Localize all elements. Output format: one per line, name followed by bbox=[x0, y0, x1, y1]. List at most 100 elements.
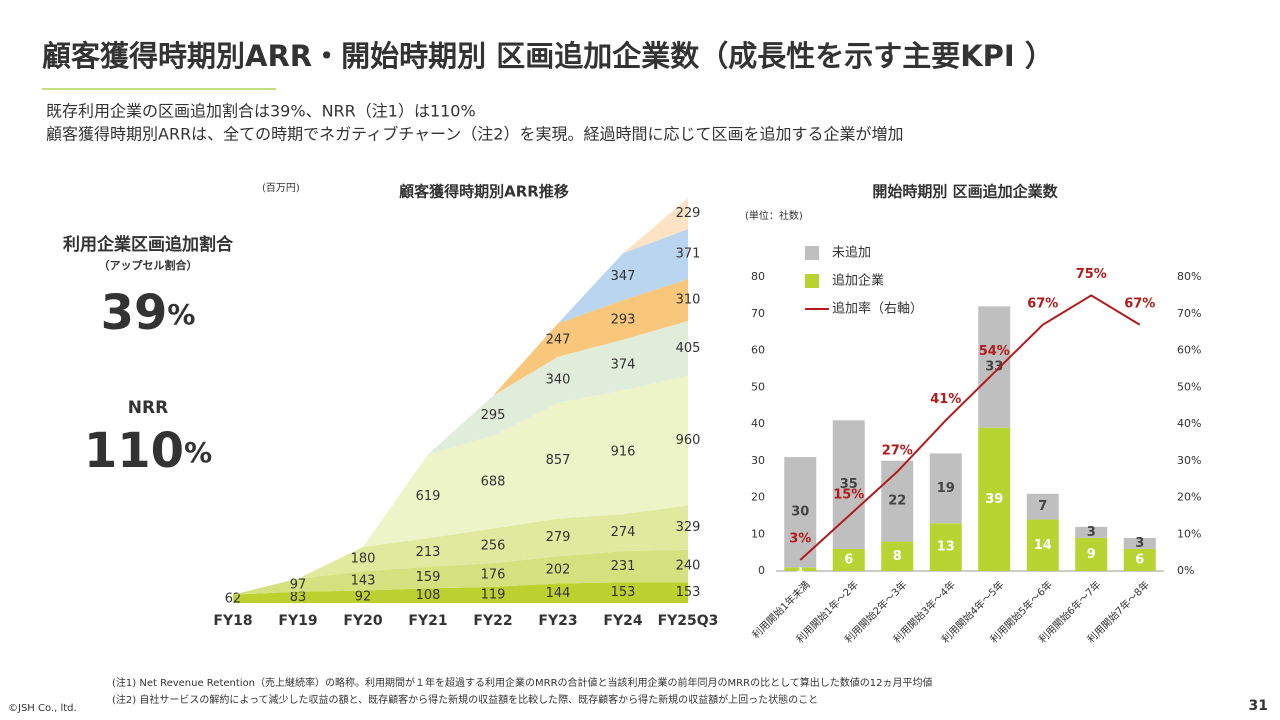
legend-label: 未追加 bbox=[832, 245, 871, 261]
x-tick-label: FY25Q3 bbox=[658, 613, 719, 629]
value-label: 153 bbox=[676, 585, 701, 600]
bar bbox=[978, 427, 1011, 571]
value-label: 229 bbox=[676, 206, 701, 221]
bar bbox=[1123, 548, 1156, 571]
y2-tick-label: 60% bbox=[1177, 344, 1201, 357]
bar-label: 30 bbox=[791, 505, 809, 520]
value-label: 374 bbox=[611, 358, 636, 373]
y-tick-label: 60 bbox=[751, 344, 765, 357]
bar-label: 39 bbox=[985, 492, 1003, 507]
y2-tick-label: 40% bbox=[1177, 417, 1201, 430]
bar bbox=[1075, 537, 1108, 571]
area bbox=[428, 320, 688, 455]
area bbox=[363, 375, 688, 547]
value-label: 857 bbox=[546, 453, 571, 468]
kpi-unit: % bbox=[184, 436, 212, 469]
line bbox=[799, 294, 1141, 561]
upsell-chart: 0 10 20 30 40 50 60 70 80 0% 10% 20% 30% 40% 50% 60% 70%… bbox=[749, 245, 1201, 646]
bar-label: 6 bbox=[1135, 552, 1144, 567]
value-label: 340 bbox=[546, 372, 571, 387]
chart-unit: (単位：社数) bbox=[745, 209, 803, 222]
area bbox=[558, 228, 688, 324]
y-tick-label: 0 bbox=[758, 564, 765, 577]
value-label: 688 bbox=[481, 475, 506, 490]
bar bbox=[832, 548, 865, 571]
legend-swatch bbox=[805, 246, 819, 260]
x-tick-label: FY24 bbox=[603, 613, 642, 629]
bar bbox=[1123, 537, 1156, 549]
bar-label: 9 bbox=[1087, 547, 1096, 562]
bar-label: 1 bbox=[796, 562, 805, 577]
line-label: 27% bbox=[882, 443, 913, 458]
value-label: 92 bbox=[355, 589, 372, 604]
bar-label: 14 bbox=[1034, 538, 1052, 553]
value-label: 293 bbox=[611, 312, 636, 327]
kpi-number: 110 bbox=[84, 423, 184, 479]
x-tick-label: FY19 bbox=[278, 613, 317, 629]
kpi-sublabel: （アップセル割合） bbox=[99, 258, 198, 272]
y-tick-label: 70 bbox=[751, 307, 765, 320]
copyright: ©JSH Co., ltd. bbox=[8, 703, 77, 714]
bar-label: 35 bbox=[840, 477, 858, 492]
kpi-label: NRR bbox=[128, 398, 168, 418]
value-label: 144 bbox=[546, 586, 571, 601]
slide-title: 顧客獲得時期別ARR・開始時期別 区画追加企業数（成長性を示す主要KPI ） bbox=[42, 39, 1054, 73]
chart-title: 顧客獲得時期別ARR推移 bbox=[399, 183, 569, 201]
y2-tick-label: 0% bbox=[1177, 564, 1194, 577]
value-label: 83 bbox=[290, 590, 307, 605]
value-label: 371 bbox=[676, 247, 701, 262]
value-label: 329 bbox=[676, 520, 701, 535]
value-label: 279 bbox=[546, 530, 571, 545]
y2-tick-label: 30% bbox=[1177, 454, 1201, 467]
page-number: 31 bbox=[1249, 698, 1268, 714]
y2-tick-label: 50% bbox=[1177, 380, 1201, 393]
value-label: 274 bbox=[611, 525, 636, 540]
legend-label: 追加率（右軸） bbox=[832, 301, 923, 317]
kpi-value: 39% bbox=[101, 285, 196, 341]
value-label: 143 bbox=[351, 573, 376, 588]
x-tick-label: FY18 bbox=[213, 613, 252, 629]
line-label: 75% bbox=[1076, 267, 1107, 282]
value-label: 295 bbox=[481, 408, 506, 423]
y-tick-label: 40 bbox=[751, 417, 765, 430]
bar bbox=[881, 460, 914, 542]
x-tick-label: FY23 bbox=[538, 613, 577, 629]
x-tick-label: FY20 bbox=[343, 613, 382, 629]
area bbox=[233, 549, 688, 595]
bar-label: 22 bbox=[888, 494, 906, 509]
area bbox=[493, 279, 688, 396]
legend-label: 追加企業 bbox=[832, 273, 884, 289]
bar-label: 3 bbox=[1087, 525, 1096, 540]
y-tick-label: 10 bbox=[751, 527, 765, 540]
value-label: 108 bbox=[416, 588, 441, 603]
subtitle-line: 既存利用企業の区画追加割合は39%、NRR（注1）は110% bbox=[46, 102, 476, 121]
line-label: 54% bbox=[979, 344, 1010, 359]
value-label: 619 bbox=[416, 489, 441, 504]
y2-tick-label: 10% bbox=[1177, 527, 1201, 540]
value-label: 231 bbox=[611, 559, 636, 574]
subtitle-line: 顧客獲得時期別ARRは、全ての時期でネガティブチャーン（注2）を実現。経過時間に… bbox=[46, 125, 903, 144]
value-label: 202 bbox=[546, 562, 571, 577]
y-tick-label: 80 bbox=[751, 270, 765, 283]
value-label: 97 bbox=[290, 578, 307, 593]
arr-chart: 62 83 92 108 119 144 153 153 97 143 159 176 202 231 24… bbox=[213, 198, 718, 629]
bar bbox=[1075, 526, 1108, 538]
footnote: (注1) Net Revenue Retention（売上継続率）の略称。利用期… bbox=[112, 676, 933, 689]
line-label: 15% bbox=[833, 487, 864, 502]
bar bbox=[1026, 493, 1059, 520]
line-label: 3% bbox=[789, 531, 811, 546]
bar-label: 7 bbox=[1038, 499, 1047, 514]
legend-swatch bbox=[805, 274, 819, 288]
y2-tick-label: 20% bbox=[1177, 491, 1201, 504]
value-label: 176 bbox=[481, 568, 506, 583]
kpi-number: 39 bbox=[101, 285, 168, 341]
value-label: 159 bbox=[416, 570, 441, 585]
value-label: 240 bbox=[676, 559, 701, 574]
line-label: 41% bbox=[930, 392, 961, 407]
value-label: 256 bbox=[481, 538, 506, 553]
bar bbox=[929, 523, 962, 571]
kpi-label: 利用企業区画追加割合 bbox=[63, 234, 234, 255]
bar-label: 13 bbox=[937, 540, 955, 555]
value-label: 310 bbox=[676, 293, 701, 308]
